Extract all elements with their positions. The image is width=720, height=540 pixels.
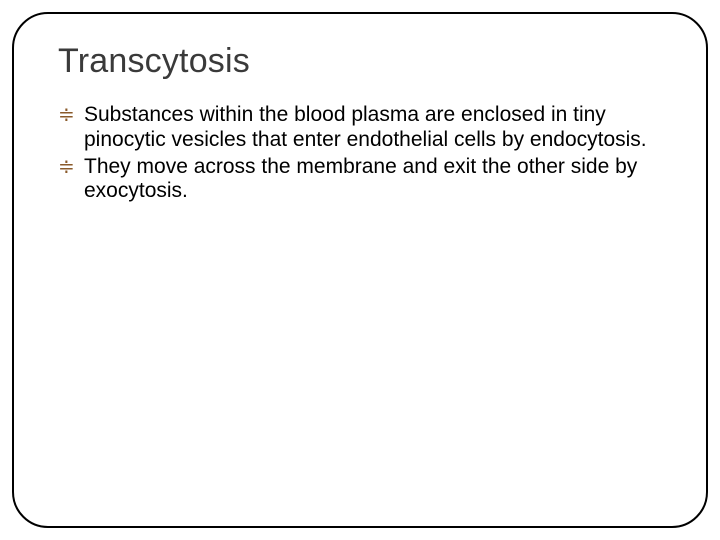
bullet-text: They move across the membrane and exit t… [84,155,637,203]
bullet-icon: ≑ [58,106,78,124]
bullet-icon: ≑ [58,158,78,176]
slide-title: Transcytosis [58,42,668,81]
bullet-text: Substances within the blood plasma are e… [84,103,647,151]
list-item: ≑ Substances within the blood plasma are… [58,103,668,153]
bullet-list: ≑ Substances within the blood plasma are… [58,103,668,204]
slide-frame: Transcytosis ≑ Substances within the blo… [12,12,708,528]
list-item: ≑ They move across the membrane and exit… [58,155,668,205]
